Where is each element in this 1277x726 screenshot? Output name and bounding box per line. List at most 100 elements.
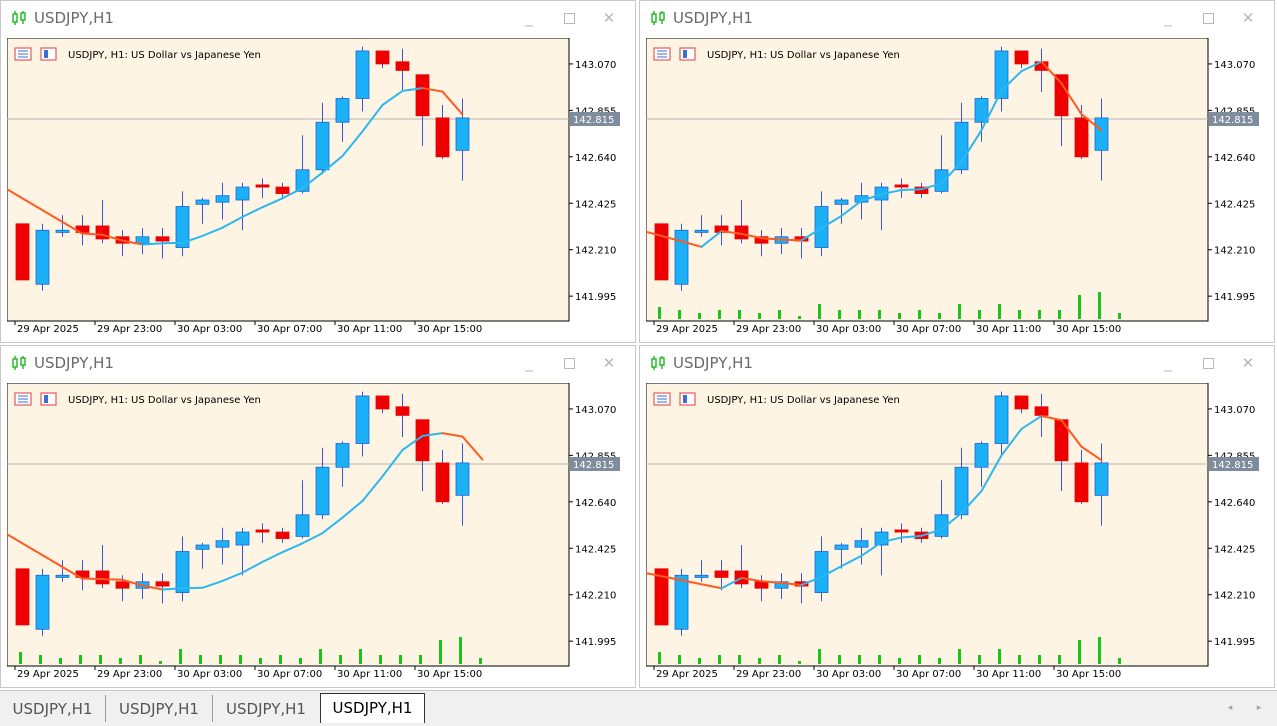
volume-bar: [778, 310, 781, 319]
chart-window[interactable]: USDJPY,H1 _ ✕ USDJPY, H1: US Dollar vs J…: [639, 0, 1275, 343]
price-chart[interactable]: USDJPY, H1: US Dollar vs Japanese Yen 143…: [646, 383, 1270, 684]
volume-bar: [319, 649, 322, 664]
price-chart[interactable]: USDJPY, H1: US Dollar vs Japanese Yen 143…: [646, 38, 1270, 339]
x-axis-label: 29 Apr 23:00: [97, 324, 162, 335]
volume-bar: [359, 649, 362, 664]
chart-window[interactable]: USDJPY,H1 _ ✕ USDJPY, H1: US Dollar vs J…: [0, 345, 636, 688]
minimize-button[interactable]: _: [1164, 9, 1172, 27]
moving-average-segment: [840, 199, 863, 217]
volume-bar: [818, 304, 821, 319]
window-titlebar[interactable]: USDJPY,H1 _ ✕: [640, 1, 1274, 35]
moving-average-segment: [646, 230, 703, 248]
window-titlebar[interactable]: USDJPY,H1 _ ✕: [640, 346, 1274, 380]
maximize-button[interactable]: [559, 7, 579, 29]
candle-body: [55, 574, 70, 578]
candle-body: [315, 466, 330, 516]
chart-window[interactable]: USDJPY,H1 _ ✕ USDJPY, H1: US Dollar vs J…: [0, 0, 636, 343]
candle-body: [1074, 462, 1089, 503]
x-axis-label: 29 Apr 2025: [17, 669, 79, 680]
volume-bar: [918, 310, 921, 319]
chart-tab[interactable]: USDJPY,H1: [106, 695, 213, 722]
chart-header-label: USDJPY, H1: US Dollar vs Japanese Yen: [707, 50, 900, 61]
candle-body: [754, 236, 769, 244]
volume-bar: [678, 655, 681, 664]
y-axis-label: 143.070: [1214, 60, 1255, 71]
moving-average-segment: [261, 551, 284, 563]
x-axis-label: 30 Apr 07:00: [896, 669, 961, 680]
x-axis-label: 30 Apr 15:00: [1056, 324, 1121, 335]
maximize-button[interactable]: [1198, 7, 1218, 29]
volume-bar: [179, 649, 182, 664]
volume-bar: [259, 658, 262, 664]
maximize-button[interactable]: [1198, 352, 1218, 374]
x-axis-label: 29 Apr 23:00: [736, 324, 801, 335]
volume-bar: [279, 655, 282, 664]
moving-average-segment: [361, 475, 384, 502]
volume-bar: [1098, 292, 1101, 319]
close-button[interactable]: ✕: [602, 354, 616, 372]
moving-average-segment: [321, 516, 344, 535]
candle-body: [954, 466, 969, 516]
close-button[interactable]: ✕: [1241, 9, 1255, 27]
candle-body: [95, 570, 110, 585]
moving-average-segment: [241, 560, 264, 574]
candle-body: [974, 98, 989, 123]
candle-body: [1094, 462, 1109, 496]
chart-tab[interactable]: USDJPY,H1: [0, 695, 106, 722]
minimize-button[interactable]: _: [1164, 354, 1172, 372]
moving-average-segment: [820, 565, 843, 578]
chart-tab-active[interactable]: USDJPY,H1: [320, 693, 425, 723]
volume-bar: [798, 316, 801, 319]
volume-bar: [419, 655, 422, 664]
x-axis-label: 29 Apr 23:00: [97, 669, 162, 680]
moving-average-segment: [1000, 427, 1023, 457]
moving-average-segment: [960, 129, 983, 163]
candle-body: [654, 223, 669, 281]
close-button[interactable]: ✕: [602, 9, 616, 27]
chart-tab[interactable]: USDJPY,H1: [226, 700, 306, 718]
maximize-icon: [1202, 358, 1214, 369]
price-chart[interactable]: USDJPY, H1: US Dollar vs Japanese Yen 143…: [7, 38, 631, 339]
volume-bar: [718, 310, 721, 319]
moving-average-segment: [740, 232, 763, 240]
candle-body: [275, 531, 290, 539]
y-axis-label: 142.640: [1214, 153, 1255, 164]
x-axis-label: 30 Apr 07:00: [896, 324, 961, 335]
candle-body: [395, 61, 410, 71]
candlestick-chart-svg: USDJPY, H1: US Dollar vs Japanese Yen 143…: [646, 383, 1259, 680]
tab-scroll-right-icon[interactable]: ▸: [1256, 703, 1262, 713]
maximize-icon: [1202, 13, 1214, 24]
window-titlebar[interactable]: USDJPY,H1 _ ✕: [1, 1, 635, 35]
volume-bar: [898, 313, 901, 319]
moving-average-segment: [1060, 419, 1083, 448]
minimize-button[interactable]: _: [525, 9, 533, 27]
moving-average-segment: [1020, 60, 1043, 73]
volume-bar: [19, 652, 22, 664]
volume-bar: [798, 661, 801, 664]
volume-bar: [878, 655, 881, 664]
minimize-button[interactable]: _: [525, 354, 533, 372]
y-axis-label: 141.995: [1214, 292, 1255, 303]
chart-window[interactable]: USDJPY,H1 _ ✕ USDJPY, H1: US Dollar vs J…: [639, 345, 1275, 688]
volume-bar: [39, 655, 42, 664]
moving-average-segment: [141, 584, 164, 591]
candle-body: [375, 395, 390, 410]
moving-average-segment: [1040, 60, 1063, 85]
moving-average-segment: [441, 432, 464, 438]
moving-average-segment: [880, 188, 903, 196]
moving-average-segment: [860, 541, 883, 557]
tab-scroll-left-icon[interactable]: ◂: [1227, 703, 1233, 713]
candle-body: [934, 169, 949, 192]
price-chart[interactable]: USDJPY, H1: US Dollar vs Japanese Yen 143…: [7, 383, 631, 684]
close-button[interactable]: ✕: [1241, 354, 1255, 372]
candle-body: [355, 395, 370, 444]
window-titlebar[interactable]: USDJPY,H1 _ ✕: [1, 346, 635, 380]
volume-bar: [159, 661, 162, 664]
current-price-badge: [1209, 112, 1259, 127]
maximize-button[interactable]: [559, 352, 579, 374]
y-axis-label: 142.855: [1214, 451, 1255, 462]
moving-average-segment: [920, 182, 943, 191]
candle-body: [375, 50, 390, 65]
candle-body: [654, 568, 669, 626]
moving-average-segment: [281, 542, 304, 554]
